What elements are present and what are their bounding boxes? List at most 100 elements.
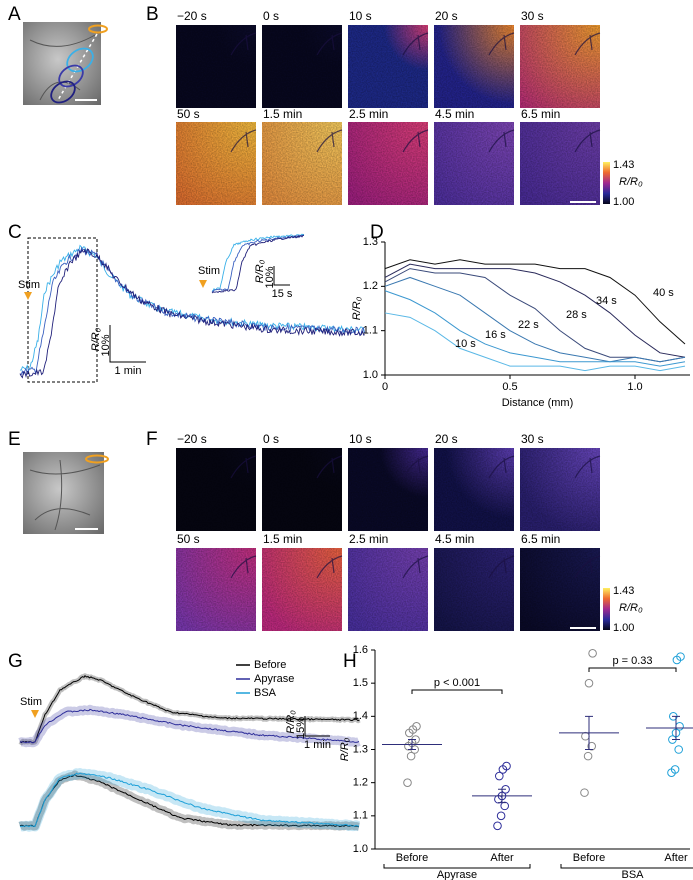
scale-label: 15 s [272, 288, 293, 300]
figure-content: A B C D E F G H −20 s 0 s 10 s 20 s 30 s 50 s 1.5 min 2… [8, 4, 693, 880]
colorbar-label: R/R₀ [619, 176, 643, 188]
scale-label: 1 min [304, 739, 331, 751]
colorbar-max: 1.43 [613, 585, 634, 597]
frame-texture [434, 122, 514, 205]
y-tick-label: 1.0 [363, 369, 378, 381]
vessel [316, 555, 343, 579]
data-point [581, 731, 590, 741]
error-bar [672, 715, 680, 741]
stim-label: Stim [198, 265, 220, 277]
frame-time: −20 s [177, 432, 207, 446]
error-bar [408, 739, 416, 750]
data-point [495, 771, 504, 781]
vessel [488, 555, 515, 579]
frame-time: −20 s [177, 9, 207, 23]
y-tick-label: 1.2 [363, 280, 378, 292]
series-label: 28 s [566, 309, 587, 321]
data-point [406, 751, 416, 761]
p-value: p = 0.33 [612, 655, 652, 667]
frame-time: 20 s [435, 432, 458, 446]
frame-texture [348, 448, 428, 531]
data-point [588, 649, 597, 658]
group-label: Apyrase [437, 869, 477, 880]
frame-time: 4.5 min [435, 532, 474, 546]
panel-e-image [23, 452, 109, 534]
x-tick-label: Before [573, 852, 605, 864]
y-tick-label: 1.0 [353, 843, 368, 855]
data-point [676, 652, 685, 661]
y-tick-label: 1.3 [363, 236, 378, 248]
group-label: BSA [621, 869, 644, 880]
series-label: 10 s [455, 338, 476, 350]
frame-texture [434, 448, 514, 531]
vessel [316, 455, 343, 479]
frame-time: 2.5 min [349, 107, 388, 121]
frame-time: 0 s [263, 432, 279, 446]
panel-label: D [370, 222, 384, 243]
data-point [502, 761, 511, 771]
group-bracket [560, 864, 693, 869]
data-point [500, 801, 510, 811]
frame-time: 50 s [177, 532, 200, 546]
line [384, 259, 686, 345]
vessel [402, 129, 429, 153]
frame-time: 10 s [349, 432, 372, 446]
y-tick-label: 1.3 [353, 743, 368, 755]
vessel [574, 555, 601, 579]
legend-label: Before [254, 659, 286, 671]
frame-time: 1.5 min [263, 107, 302, 121]
scale-label: 10% [100, 334, 112, 356]
vessel [230, 32, 257, 56]
colorbar-min: 1.00 [613, 196, 634, 208]
frame-texture [348, 122, 428, 205]
frame-texture [262, 25, 342, 108]
p-value: p < 0.001 [434, 677, 480, 689]
frame-time: 1.5 min [263, 532, 302, 546]
x-tick-label: 0.5 [502, 381, 517, 393]
vessel [230, 455, 257, 479]
vessel [402, 455, 429, 479]
frame-time: 50 s [177, 107, 200, 121]
line [384, 263, 686, 358]
vessel [488, 129, 515, 153]
y-tick-label: 1.1 [363, 325, 378, 337]
panel-label: H [343, 651, 357, 672]
frame-texture [434, 25, 514, 108]
series-label: 40 s [653, 287, 674, 299]
x-tick-label: After [664, 852, 688, 864]
frame-time: 2.5 min [349, 532, 388, 546]
series-label: 16 s [485, 329, 506, 341]
scale-bar [304, 716, 330, 737]
error-bar [585, 715, 593, 750]
scale-label: 10% [264, 266, 276, 288]
data-point [674, 745, 684, 754]
frame-texture [348, 548, 428, 631]
line [384, 268, 686, 363]
panel-label: C [8, 222, 22, 243]
panel-a-image [23, 22, 108, 105]
scale-bar [109, 325, 146, 363]
vessel [230, 555, 257, 579]
frame-texture [262, 548, 342, 631]
inset-trace [211, 234, 305, 294]
line [384, 290, 686, 367]
scale-bar [273, 266, 290, 286]
data-point [584, 678, 594, 688]
stim-label: Stim [20, 696, 42, 708]
vessel [574, 129, 601, 153]
legend-label: Apyrase [254, 673, 294, 685]
frame-texture [520, 25, 600, 108]
y-tick-label: 1.4 [353, 710, 368, 722]
frame-texture [176, 548, 256, 631]
data-point [496, 811, 506, 821]
scale-label: R/R₀ [90, 327, 102, 351]
stim-label: Stim [18, 279, 40, 291]
panel-label: A [8, 4, 21, 25]
data-point [412, 721, 421, 731]
colorbar [603, 162, 610, 204]
panel-label: E [8, 429, 21, 450]
vessel [488, 32, 515, 56]
frame-texture [520, 122, 600, 205]
vessel [574, 455, 601, 479]
data-point [583, 751, 593, 761]
